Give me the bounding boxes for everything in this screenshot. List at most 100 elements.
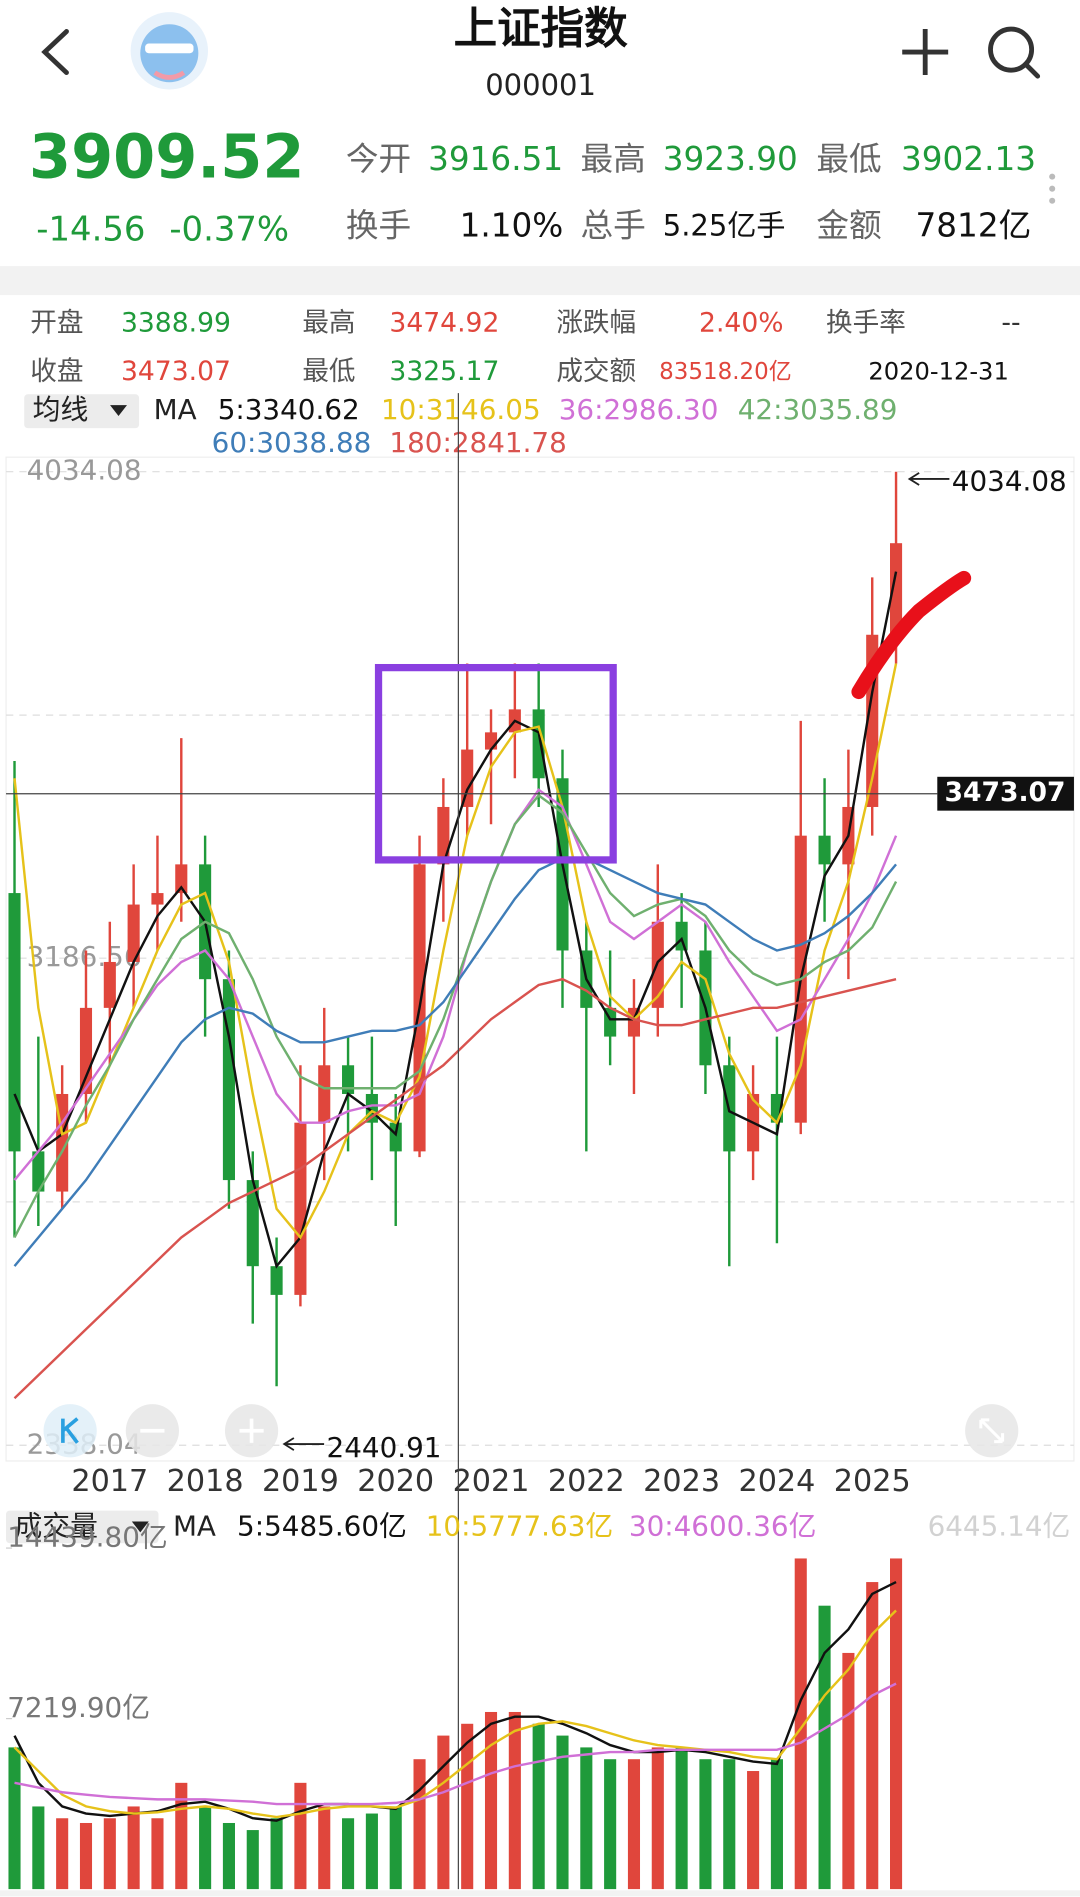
dropdown-arrow [110,405,127,417]
scroll-dots [1049,173,1056,204]
search-button[interactable] [988,26,1041,79]
ma-line [14,1682,897,1806]
stat-label: 总手 [581,206,646,244]
stat-value: 1.10% [460,206,564,244]
volume-button[interactable] [6,1510,159,1544]
volume-bar [79,1822,93,1890]
x-tick-label: 2019 [262,1464,339,1499]
volume-bar [818,1605,831,1890]
candle-body [437,806,450,865]
candle-body [342,1065,355,1094]
candle-body [151,893,164,905]
volume-bar [56,1818,69,1890]
legend-entry: 180:2841.78 [389,426,566,459]
volume-bar [365,1813,378,1890]
stat-value: 5.25亿手 [663,208,786,242]
divider [0,266,1080,296]
volume-bar [866,1582,879,1890]
crosshair-label: 3473.07 [944,777,1065,808]
candle-body [222,979,235,1181]
volume-bar [389,1806,402,1890]
x-tick-label: 2020 [357,1464,434,1499]
annotation: 4034.08 [952,465,1067,498]
x-tick-label: 2017 [71,1464,148,1499]
y-tick-label: 3186.56 [27,940,142,973]
candle-body [461,749,474,807]
volume-bar [556,1735,569,1890]
y-tick-label: 7219.90亿 [7,1691,150,1724]
ma-line [13,1580,897,1822]
back-button[interactable] [41,29,69,76]
candle-body [675,921,688,951]
info-value: 3325.17 [389,356,499,387]
volume-bar [342,1818,355,1890]
info-value: 3474.92 [389,308,499,339]
dropdown-arrow [131,1521,149,1533]
volume-bar [437,1735,450,1890]
legend-entry: 36:2986.30 [559,393,719,426]
volume-bar [604,1759,617,1890]
stat-value: 3902.13 [901,140,1036,178]
x-tick-label: 2018 [167,1464,244,1499]
price: 3909.52 [29,122,304,192]
volume-bar [532,1723,545,1890]
x-tick-label: 2021 [453,1464,530,1499]
info-value: 3473.07 [121,356,231,387]
volume-bar [199,1806,212,1890]
candle-body [8,893,21,1152]
volume-bar [32,1806,45,1890]
candle-body [294,1122,307,1295]
volume-bar [842,1652,855,1890]
add-button[interactable] [902,29,949,76]
volume-bar [699,1759,712,1890]
candle-body [246,1180,259,1267]
volume-bar [627,1759,641,1890]
ma-button[interactable] [24,394,140,429]
volume-bar [461,1723,474,1890]
volume-bar [723,1759,736,1890]
annotation: 2440.91 [327,1431,442,1464]
ma-line [13,1609,897,1819]
candle-body [484,732,498,750]
info-label: 收盘 [30,356,83,387]
info-label: 开盘 [30,308,83,339]
stat-label: 换手 [346,206,411,244]
candle-body [818,835,831,865]
title: 上证指数 [454,4,629,54]
avatar[interactable] [130,12,209,90]
info-label: 最低 [302,356,355,387]
info-value: 2020-12-31 [868,358,1008,386]
volume-bar [651,1747,664,1890]
info-value: 2.40% [699,308,783,339]
volume-bar [270,1818,283,1890]
ma-line [13,663,898,1240]
volume-bar [890,1558,903,1890]
volume-bar [246,1830,259,1890]
candle-body [103,961,116,1008]
bottom-strip [0,1890,1080,1897]
volume-bar [151,1818,164,1890]
x-tick-label: 2024 [738,1464,815,1499]
chart-frame [5,456,1075,1462]
annotation-arrow [907,472,950,486]
volume-bar [413,1759,426,1890]
stat-label: 最低 [816,140,881,178]
volume-bar [8,1747,21,1890]
current-volume: 6445.14亿 [928,1510,1071,1543]
ma-line [13,977,897,1400]
volume-bar [770,1759,783,1890]
y-tick-label: 4034.08 [27,454,142,487]
plus-glyph [239,1418,264,1443]
ma-line [13,571,898,1269]
volume-bar [747,1771,760,1890]
x-tick-label: 2025 [834,1464,911,1499]
volume-bar [508,1711,521,1890]
volume-bar [484,1711,498,1890]
code: 000001 [485,68,596,102]
x-tick-label: 2023 [643,1464,720,1499]
expand-glyph [979,1418,1005,1444]
change: -14.56 [36,210,145,249]
change-pct: -0.37% [169,210,289,249]
info-label: 换手率 [826,308,906,339]
